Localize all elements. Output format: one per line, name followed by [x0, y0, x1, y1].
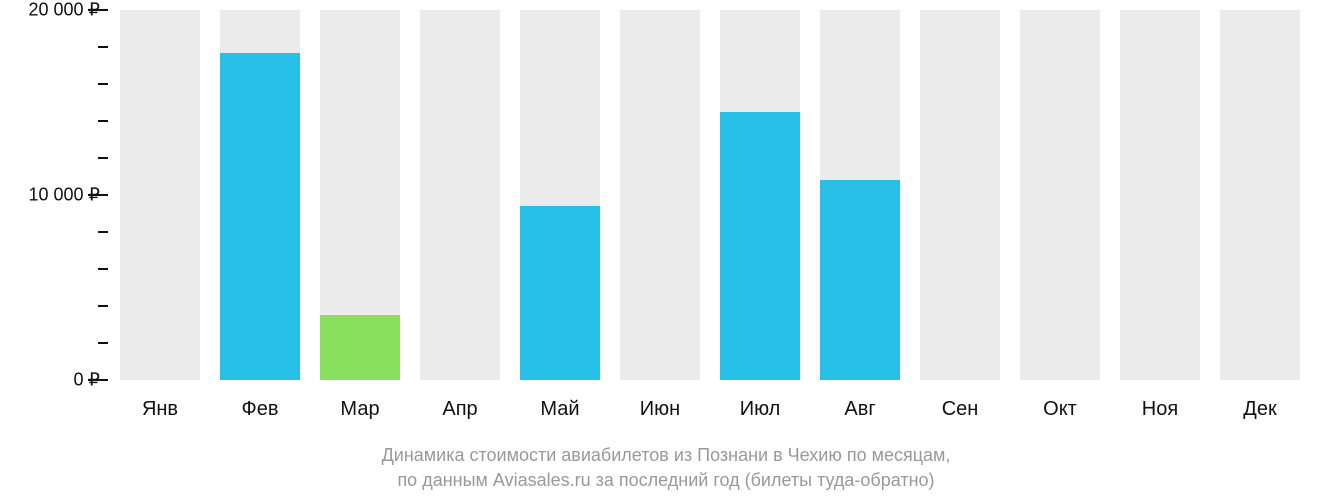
bar[interactable]: [720, 112, 800, 380]
x-axis-label: Авг: [844, 398, 875, 421]
bar-slot: [620, 10, 700, 380]
bar-slot: [1220, 10, 1300, 380]
y-major-tick: [88, 194, 108, 196]
y-minor-tick: [98, 120, 108, 122]
x-axis-label: Май: [540, 398, 579, 421]
bar-slot: [720, 10, 800, 380]
bar-background: [1120, 10, 1200, 380]
x-axis-label: Апр: [442, 398, 477, 421]
x-axis-label: Окт: [1043, 398, 1077, 421]
plot-area: [110, 10, 1320, 380]
bar-background: [420, 10, 500, 380]
bar-background: [1020, 10, 1100, 380]
chart-caption-line1: Динамика стоимости авиабилетов из Познан…: [0, 445, 1332, 466]
bar[interactable]: [220, 53, 300, 380]
bar[interactable]: [320, 315, 400, 380]
y-minor-tick: [98, 83, 108, 85]
x-axis-label: Июн: [640, 398, 680, 421]
y-minor-tick: [98, 46, 108, 48]
y-minor-tick: [98, 342, 108, 344]
y-major-tick: [88, 379, 108, 381]
chart-caption-line2: по данным Aviasales.ru за последний год …: [0, 470, 1332, 491]
bar-slot: [520, 10, 600, 380]
price-by-month-chart: 0 ₽ 10 000 ₽ 20 000 ₽ ЯнвФевМарАпрМайИюн…: [0, 0, 1332, 502]
x-axis-label: Ноя: [1142, 398, 1178, 421]
x-axis-label: Дек: [1243, 398, 1276, 421]
bar-slot: [920, 10, 1000, 380]
bar-slot: [420, 10, 500, 380]
x-axis-label: Июл: [740, 398, 781, 421]
bar[interactable]: [820, 180, 900, 380]
x-axis-label: Фев: [242, 398, 279, 421]
bar-slot: [320, 10, 400, 380]
y-minor-tick: [98, 157, 108, 159]
bar-background: [920, 10, 1000, 380]
bar-background: [620, 10, 700, 380]
bar-slot: [120, 10, 200, 380]
bar-slot: [1120, 10, 1200, 380]
bar-slot: [220, 10, 300, 380]
x-axis-label: Янв: [142, 398, 178, 421]
bar[interactable]: [520, 206, 600, 380]
bar-background: [120, 10, 200, 380]
bar-slot: [820, 10, 900, 380]
y-minor-tick: [98, 231, 108, 233]
y-minor-tick: [98, 268, 108, 270]
bar-slot: [1020, 10, 1100, 380]
x-axis-label: Сен: [942, 398, 979, 421]
bar-background: [1220, 10, 1300, 380]
x-axis-label: Мар: [340, 398, 379, 421]
y-major-tick: [88, 9, 108, 11]
y-minor-tick: [98, 305, 108, 307]
